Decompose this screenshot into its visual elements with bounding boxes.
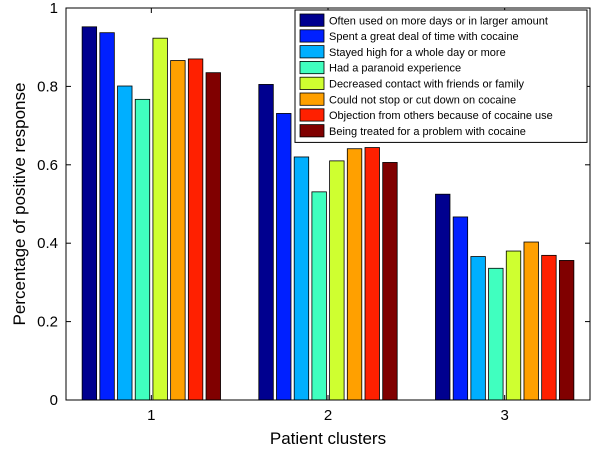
bar-cluster-1-series-7 [187,58,204,401]
bar-cluster-2-series-8 [382,162,398,401]
legend: Often used on more days or in larger amo… [294,9,588,143]
bar-cluster-3-series-1 [435,193,451,401]
y-tick-label: 0.8 [37,78,58,95]
y-axis-title: Percentage of positive response [10,83,29,326]
bar-cluster-2-series-7 [364,147,380,401]
bar-cluster-3-series-2 [452,216,469,401]
x-axis-title: Patient clusters [270,429,386,448]
y-axis: 0 0.2 0.4 0.6 0.8 1 [37,0,590,409]
y-tick-label: 1 [50,0,58,17]
bar-cluster-3-series-7 [541,254,557,401]
bar-cluster-3-series-5 [505,250,522,401]
x-tick-label: 3 [500,407,508,424]
legend-swatch [299,124,325,138]
legend-box [294,9,588,143]
legend-swatch [299,45,325,59]
legend-label: Being treated for a problem with cocaine [329,126,526,138]
legend-swatch [299,13,325,27]
legend-swatch [299,92,325,106]
y-tick-label: 0.2 [37,314,58,331]
legend-label: Objection from others because of cocaine… [329,110,553,122]
legend-label: Stayed high for a whole day or more [329,47,506,59]
legend-swatch [299,108,325,122]
x-axis: 1 2 3 [147,8,509,424]
bar-cluster-2-series-5 [329,160,345,401]
bar-cluster-3-series-4 [488,267,504,401]
legend-label: Could not stop or cut down on cocaine [329,94,516,106]
x-tick-label: 2 [324,407,332,424]
bar-cluster-3-series-3 [470,256,486,401]
legend-swatch [299,29,325,43]
bar-cluster-2-series-4 [311,191,327,401]
y-tick-label: 0 [50,392,58,409]
bar-cluster-1-series-2 [99,32,115,401]
bar-cluster-1-series-8 [205,72,221,401]
legend-label: Often used on more days or in larger amo… [329,15,548,27]
y-tick-label: 0.6 [37,157,58,174]
bar-cluster-2-series-2 [276,113,292,401]
bar-cluster-1-series-6 [170,60,186,401]
y-tick-label: 0.4 [37,235,58,252]
bar-cluster-2-series-6 [346,148,363,401]
bar-cluster-2-series-1 [258,84,274,401]
bar-cluster-1-series-5 [152,37,168,401]
bar-cluster-3-series-6 [523,241,539,401]
bar-cluster-2-series-3 [293,156,310,401]
bar-cluster-1-series-1 [81,26,98,401]
bars-group [81,26,575,401]
x-tick-label: 1 [147,407,155,424]
bar-cluster-1-series-4 [134,98,151,401]
legend-swatch [299,76,325,90]
bar-cluster-1-series-3 [117,85,133,401]
bar-cluster-3-series-8 [558,260,575,401]
legend-label: Spent a great deal of time with cocaine [329,31,519,43]
legend-label: Decreased contact with friends or family [329,79,525,91]
legend-swatch [299,61,325,75]
legend-label: Had a paranoid experience [329,63,461,75]
